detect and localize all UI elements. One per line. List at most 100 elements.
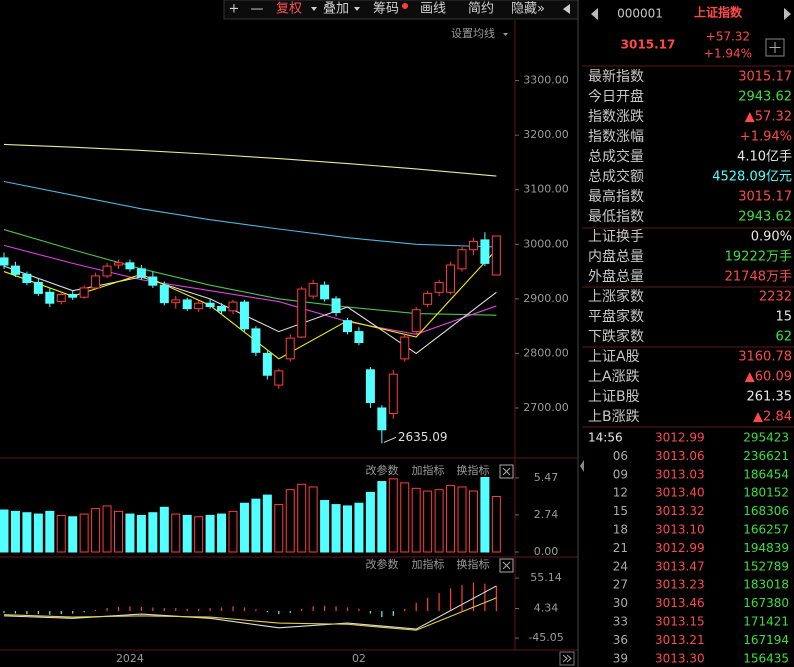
close-icon[interactable] — [502, 467, 511, 476]
trade-volume: 186454 — [743, 467, 789, 481]
trade-price: 3013.47 — [655, 559, 705, 573]
candle-body — [285, 337, 295, 360]
trade-volume: 167380 — [743, 596, 789, 610]
time: 30 — [613, 596, 628, 610]
trade-volume: 156435 — [743, 651, 789, 665]
trade-volume: 152789 — [743, 559, 789, 573]
button[interactable]: 叠加 — [323, 2, 349, 17]
stat-label: 外盘总量 — [588, 268, 644, 285]
volume-bar — [205, 514, 215, 553]
time: 14:56 — [588, 431, 623, 445]
badge-dot — [402, 3, 408, 9]
stat-label: 总成交额 — [588, 168, 644, 185]
add-icon[interactable] — [769, 42, 781, 53]
stat-label: 指数涨跌 — [588, 109, 644, 125]
panel-button[interactable]: 换指标 — [457, 463, 490, 477]
trade-price: 3013.30 — [655, 651, 705, 665]
panel-button[interactable]: 加指标 — [412, 463, 445, 477]
ma-setting[interactable]: 设置均线 — [451, 26, 495, 40]
price: 3015.17 — [621, 38, 676, 52]
time: 12 — [613, 486, 628, 500]
candle-body — [343, 320, 352, 333]
stat-label: 下跌家数 — [588, 328, 644, 345]
candle-body — [68, 293, 78, 298]
volume-bar — [468, 490, 478, 553]
stat-label: 最低指数 — [588, 209, 644, 225]
volume-bar — [114, 510, 123, 553]
candle-body — [262, 352, 272, 376]
candle-body — [136, 268, 146, 278]
candle-body — [388, 373, 398, 414]
button[interactable]: — — [251, 2, 264, 17]
volume-bar — [251, 498, 261, 553]
volume-bar — [45, 510, 55, 553]
volume-bar — [411, 487, 421, 553]
stat-value: 3160.78 — [738, 350, 792, 365]
stat-value: 3015.17 — [738, 70, 792, 85]
panel-button[interactable]: 改参数 — [366, 463, 399, 477]
button[interactable]: 画线 — [420, 2, 446, 17]
button[interactable]: 简约 — [468, 1, 494, 17]
y-tick-label: 2700.00 — [523, 401, 569, 414]
button[interactable]: 筹码 — [373, 1, 399, 17]
volume-bar — [136, 514, 146, 553]
panel-button[interactable]: 换指标 — [457, 557, 490, 571]
expand-icon[interactable] — [580, 460, 584, 472]
candle-body — [45, 291, 55, 304]
y-tick-label: 3100.00 — [523, 183, 569, 196]
time: 15 — [613, 504, 628, 518]
dropdown-icon[interactable] — [503, 33, 508, 36]
candle-body — [148, 276, 158, 286]
volume-bar — [91, 508, 101, 553]
close-icon[interactable] — [502, 561, 511, 570]
volume-bar — [423, 490, 433, 553]
time: 21 — [613, 541, 628, 555]
macd-line — [3, 597, 497, 631]
stat-value: ▲57.32 — [745, 110, 792, 125]
trade-price: 3013.32 — [655, 504, 705, 518]
collapse-icon[interactable] — [563, 4, 570, 14]
moving-average — [3, 143, 497, 177]
scroll-button[interactable] — [559, 651, 575, 666]
prev-icon[interactable] — [591, 8, 598, 20]
candle-body — [102, 265, 112, 277]
add-box[interactable] — [765, 38, 785, 57]
candle-body — [423, 292, 433, 305]
close-box[interactable] — [499, 558, 514, 573]
stat-label: 最高指数 — [588, 188, 644, 205]
y-tick-label: 0.00 — [534, 545, 559, 558]
time: 06 — [613, 449, 628, 463]
panel-button[interactable]: 改参数 — [366, 557, 399, 571]
stock-code: 000001 — [617, 7, 663, 21]
dropdown-icon[interactable] — [311, 7, 317, 11]
candle-body — [320, 284, 330, 300]
button[interactable]: 复权 — [276, 1, 302, 17]
time: 27 — [613, 578, 628, 592]
dropdown-icon[interactable] — [354, 7, 360, 11]
volume-bar — [377, 481, 387, 553]
button[interactable]: + — [229, 2, 240, 17]
candle-body — [182, 299, 192, 310]
moving-average — [3, 244, 497, 335]
candle-body — [434, 281, 444, 293]
scroll-icon[interactable] — [562, 654, 572, 663]
next-icon[interactable] — [784, 8, 791, 20]
trade-price: 3013.15 — [655, 615, 705, 629]
candle-body — [56, 293, 66, 303]
volume-bar — [0, 509, 9, 553]
stat-value: 3015.17 — [738, 190, 792, 205]
volume-bar — [79, 513, 89, 553]
button[interactable]: 隐藏» — [511, 2, 545, 17]
candle-body — [10, 265, 20, 275]
volume-bar — [182, 514, 192, 553]
volume-bar — [194, 516, 204, 553]
stat-label: 上证B股 — [588, 389, 640, 405]
panel-button[interactable]: 加指标 — [412, 557, 445, 571]
volume-bar — [434, 489, 444, 553]
trade-volume: 167194 — [743, 633, 789, 647]
volume-bar — [102, 505, 112, 553]
volume-bar — [33, 513, 43, 553]
close-box[interactable] — [499, 464, 514, 479]
